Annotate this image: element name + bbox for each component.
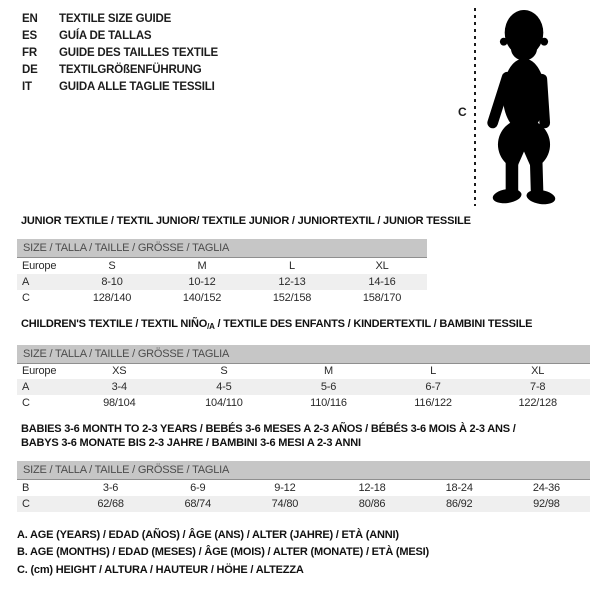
row-label: C bbox=[17, 495, 67, 512]
size-cell: 6-9 bbox=[190, 481, 206, 494]
language-row-fr: FR GUIDE DES TAILLES TEXTILE bbox=[22, 45, 218, 62]
size-cell: 9-12 bbox=[274, 481, 296, 494]
size-cell: L bbox=[430, 365, 437, 378]
table-title-children: CHILDREN'S TEXTILE / TEXTIL NIÑO/A / TEX… bbox=[21, 317, 590, 334]
size-cell: 86/92 bbox=[415, 495, 503, 512]
baby-silhouette-icon bbox=[487, 9, 556, 205]
language-row-es: ES GUÍA DE TALLAS bbox=[22, 28, 218, 45]
height-figure: C bbox=[450, 0, 600, 212]
size-cell: 110/116 bbox=[310, 397, 347, 409]
row-label: A bbox=[17, 273, 67, 290]
size-header-bar: SIZE / TALLA / TAILLE / GRÖSSE / TAGLIA bbox=[17, 461, 590, 480]
size-cell: 7-8 bbox=[485, 379, 590, 395]
language-label: TEXTILE SIZE GUIDE bbox=[59, 13, 172, 25]
size-cell: 62/68 bbox=[67, 495, 155, 512]
size-header-label: SIZE / TALLA / TAILLE / GRÖSSE / TAGLIA bbox=[17, 461, 590, 480]
table-row-age: A 8-10 10-12 12-13 14-16 bbox=[17, 273, 427, 290]
tables-section: JUNIOR TEXTILE / TEXTIL JUNIOR/ TEXTILE … bbox=[17, 214, 590, 579]
size-cell: 3-6 bbox=[102, 481, 119, 494]
size-cell: 140/152 bbox=[182, 291, 222, 304]
table-row-europe: Europe XS S M L XL bbox=[17, 363, 590, 379]
size-cell: 158/170 bbox=[362, 291, 402, 304]
language-label: TEXTILGRÖßENFÜHRUNG bbox=[59, 64, 202, 76]
size-cell: 3-4 bbox=[67, 379, 172, 395]
row-label: B bbox=[22, 481, 30, 494]
size-cell: XL bbox=[531, 365, 545, 378]
title-line-1: BABIES 3-6 MONTH TO 2-3 YEARS / BEBÉS 3-… bbox=[21, 423, 516, 435]
table-row-height: C 98/104 104/110 110/116 116/122 122/128 bbox=[17, 395, 590, 411]
language-row-de: DE TEXTILGRÖßENFÜHRUNG bbox=[22, 62, 218, 79]
language-code: IT bbox=[22, 81, 32, 93]
size-header-label: SIZE / TALLA / TAILLE / GRÖSSE / TAGLIA bbox=[17, 344, 590, 364]
size-cell: 80/86 bbox=[328, 495, 416, 512]
size-cell: XL bbox=[375, 259, 389, 272]
language-code: ES bbox=[22, 30, 37, 42]
size-cell: L bbox=[289, 259, 295, 272]
table-row-months: B 3-6 6-9 9-12 12-18 18-24 24-36 bbox=[17, 480, 590, 496]
size-cell: 4-5 bbox=[171, 379, 277, 395]
title-subscript: /A bbox=[207, 321, 215, 331]
table-title-babies: BABIES 3-6 MONTH TO 2-3 YEARS / BEBÉS 3-… bbox=[21, 422, 590, 450]
language-row-it: IT GUIDA ALLE TAGLIE TESSILI bbox=[22, 79, 218, 96]
size-cell: S bbox=[220, 365, 228, 378]
size-cell: 122/128 bbox=[518, 397, 558, 409]
title-line-2: BABYS 3-6 MONATE BIS 2-3 JAHRE / BAMBINI… bbox=[21, 437, 361, 449]
table-row-age: A 3-4 4-5 5-6 6-7 7-8 bbox=[17, 379, 590, 395]
size-header-bar: SIZE / TALLA / TAILLE / GRÖSSE / TAGLIA bbox=[17, 344, 590, 364]
size-cell: 152/158 bbox=[272, 291, 312, 304]
note-age-years: A. AGE (YEARS) / EDAD (AÑOS) / ÂGE (ANS)… bbox=[17, 528, 399, 541]
size-cell: 12-18 bbox=[358, 481, 386, 494]
note-age-months: B. AGE (MONTHS) / EDAD (MESES) / ÂGE (MO… bbox=[17, 546, 429, 558]
size-cell: 8-10 bbox=[67, 273, 157, 290]
language-label: GUÍA DE TALLAS bbox=[59, 30, 152, 42]
title-part: / TEXTILE DES ENFANTS / KINDERTEXTIL / B… bbox=[214, 317, 533, 330]
size-header-bar: SIZE / TALLA / TAILLE / GRÖSSE / TAGLIA bbox=[17, 239, 427, 258]
size-cell: M bbox=[324, 365, 333, 378]
size-cell: 104/110 bbox=[205, 397, 243, 409]
size-cell: 10-12 bbox=[157, 273, 247, 290]
row-label: C bbox=[22, 291, 30, 304]
row-label: Europe bbox=[22, 259, 57, 272]
size-header-label: SIZE / TALLA / TAILLE / GRÖSSE / TAGLIA bbox=[17, 239, 427, 258]
size-cell: 128/140 bbox=[92, 291, 132, 304]
language-label: GUIDE DES TAILLES TEXTILE bbox=[59, 47, 218, 59]
size-cell: XS bbox=[112, 365, 127, 378]
size-cell: 68/74 bbox=[154, 495, 242, 512]
height-reference-line bbox=[474, 8, 476, 206]
language-row-en: EN TEXTILE SIZE GUIDE bbox=[22, 11, 218, 28]
size-cell: 24-36 bbox=[532, 481, 560, 494]
language-legend: EN TEXTILE SIZE GUIDE ES GUÍA DE TALLAS … bbox=[22, 11, 218, 96]
size-cell: 92/98 bbox=[502, 495, 590, 512]
height-label-c: C bbox=[458, 105, 467, 119]
size-cell: 116/122 bbox=[414, 397, 452, 409]
row-label: Europe bbox=[22, 365, 57, 378]
row-label: A bbox=[17, 379, 67, 395]
size-table-babies: SIZE / TALLA / TAILLE / GRÖSSE / TAGLIA … bbox=[17, 461, 590, 512]
size-table-junior: SIZE / TALLA / TAILLE / GRÖSSE / TAGLIA … bbox=[17, 239, 427, 306]
size-cell: 14-16 bbox=[337, 273, 427, 290]
table-row-height: C 128/140 140/152 152/158 158/170 bbox=[17, 290, 427, 306]
table-title-junior: JUNIOR TEXTILE / TEXTIL JUNIOR/ TEXTILE … bbox=[21, 215, 471, 227]
size-table-children: SIZE / TALLA / TAILLE / GRÖSSE / TAGLIA … bbox=[17, 344, 590, 412]
size-cell: 18-24 bbox=[445, 481, 473, 494]
size-cell: 6-7 bbox=[380, 379, 486, 395]
size-cell: 5-6 bbox=[276, 379, 381, 395]
language-label: GUIDA ALLE TAGLIE TESSILI bbox=[59, 81, 215, 93]
table-row-height: C 62/68 68/74 74/80 80/86 86/92 92/98 bbox=[17, 495, 590, 512]
title-part: CHILDREN'S TEXTILE / TEXTIL NIÑO bbox=[21, 317, 208, 330]
language-code: DE bbox=[22, 64, 38, 76]
size-cell: 74/80 bbox=[241, 495, 329, 512]
language-code: FR bbox=[22, 47, 37, 59]
row-label: C bbox=[22, 397, 30, 409]
note-height-cm: C. (cm) HEIGHT / ALTURA / HAUTEUR / HÖHE… bbox=[17, 563, 304, 576]
size-cell: 12-13 bbox=[247, 273, 337, 290]
language-code: EN bbox=[22, 13, 38, 25]
size-cell: S bbox=[108, 259, 116, 272]
size-cell: 98/104 bbox=[103, 397, 136, 409]
table-row-europe: Europe S M L XL bbox=[17, 258, 427, 274]
legend-notes: A. AGE (YEARS) / EDAD (AÑOS) / ÂGE (ANS)… bbox=[17, 527, 590, 580]
size-cell: M bbox=[197, 259, 207, 272]
